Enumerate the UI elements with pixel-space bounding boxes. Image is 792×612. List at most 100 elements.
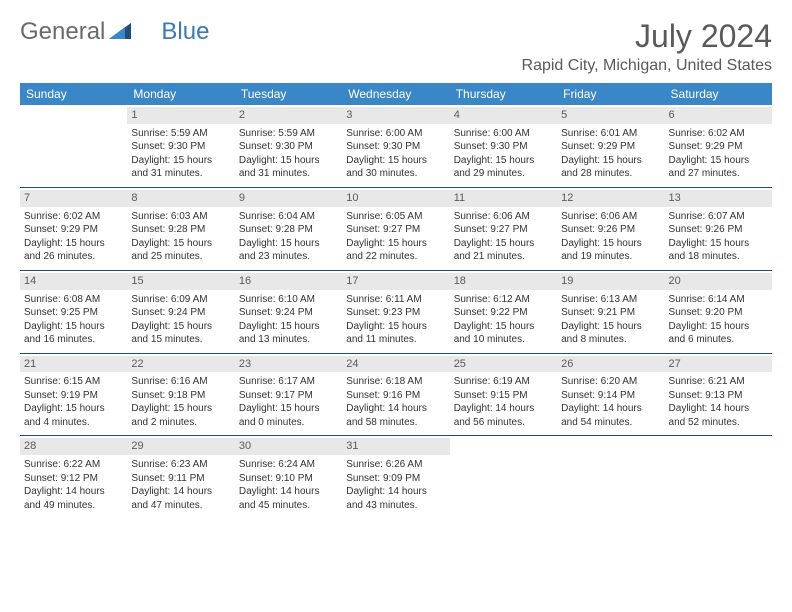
daylight-text: Daylight: 14 hours and 58 minutes. bbox=[346, 402, 445, 429]
day-cell: 14 Sunrise: 6:08 AMSunset: 9:25 PMDayligh… bbox=[20, 271, 127, 353]
day-number: 22 bbox=[127, 356, 234, 373]
day-cell: 11Sunrise: 6:06 AMSunset: 9:27 PMDayligh… bbox=[450, 188, 557, 270]
daylight-text: Daylight: 15 hours and 18 minutes. bbox=[669, 237, 768, 264]
day-number: 28 bbox=[20, 438, 127, 455]
day-cell: 8Sunrise: 6:03 AMSunset: 9:28 PMDaylight… bbox=[127, 188, 234, 270]
daylight-text: Daylight: 14 hours and 54 minutes. bbox=[561, 402, 660, 429]
daylight-text: Daylight: 15 hours and 22 minutes. bbox=[346, 237, 445, 264]
day-cell: 18Sunrise: 6:12 AMSunset: 9:22 PMDayligh… bbox=[450, 271, 557, 353]
day-info: Sunrise: 6:17 AMSunset: 9:17 PMDaylight:… bbox=[239, 375, 338, 429]
daylight-text: Daylight: 14 hours and 45 minutes. bbox=[239, 485, 338, 512]
day-info: Sunrise: 6:02 AMSunset: 9:29 PMDaylight:… bbox=[24, 210, 123, 264]
location: Rapid City, Michigan, United States bbox=[522, 57, 772, 75]
daylight-text: Daylight: 15 hours and 11 minutes. bbox=[346, 320, 445, 347]
daylight-text: Daylight: 15 hours and 23 minutes. bbox=[239, 237, 338, 264]
day-info: Sunrise: 6:24 AMSunset: 9:10 PMDaylight:… bbox=[239, 458, 338, 512]
day-number: 15 bbox=[127, 273, 234, 290]
sunset-text: Sunset: 9:24 PM bbox=[239, 306, 338, 320]
day-info: Sunrise: 6:13 AMSunset: 9:21 PMDaylight:… bbox=[561, 293, 660, 347]
sunrise-text: Sunrise: 6:03 AM bbox=[131, 210, 230, 224]
day-cell: 16 Sunrise: 6:10 AMSunset: 9:24 PMDayligh… bbox=[235, 271, 342, 353]
day-cell: 20Sunrise: 6:14 AMSunset: 9:20 PMDayligh… bbox=[665, 271, 772, 353]
day-number: 19 bbox=[557, 273, 664, 290]
day-info: Sunrise: 6:15 AMSunset: 9:19 PMDaylight:… bbox=[24, 375, 123, 429]
day-info: Sunrise: 6:21 AMSunset: 9:13 PMDaylight:… bbox=[669, 375, 768, 429]
daylight-text: Daylight: 15 hours and 4 minutes. bbox=[24, 402, 123, 429]
sunset-text: Sunset: 9:22 PM bbox=[454, 306, 553, 320]
day-info: Sunrise: 6:23 AMSunset: 9:11 PMDaylight:… bbox=[131, 458, 230, 512]
sunset-text: Sunset: 9:29 PM bbox=[669, 140, 768, 154]
daylight-text: Daylight: 15 hours and 19 minutes. bbox=[561, 237, 660, 264]
sunrise-text: Sunrise: 6:10 AM bbox=[239, 293, 338, 307]
sunset-text: Sunset: 9:09 PM bbox=[346, 472, 445, 486]
sunrise-text: Sunrise: 6:08 AM bbox=[24, 293, 123, 307]
sunset-text: Sunset: 9:18 PM bbox=[131, 389, 230, 403]
day-number: 7 bbox=[20, 190, 127, 207]
sunrise-text: Sunrise: 6:06 AM bbox=[454, 210, 553, 224]
day-number: 9 bbox=[235, 190, 342, 207]
daylight-text: Daylight: 15 hours and 0 minutes. bbox=[239, 402, 338, 429]
day-info: Sunrise: 6:08 AMSunset: 9:25 PMDaylight:… bbox=[24, 293, 123, 347]
sunrise-text: Sunrise: 6:14 AM bbox=[669, 293, 768, 307]
day-number: 16 bbox=[235, 273, 342, 290]
sunrise-text: Sunrise: 6:19 AM bbox=[454, 375, 553, 389]
weekday-header: Wednesday bbox=[342, 83, 449, 105]
day-number: 2 bbox=[235, 107, 342, 124]
day-number: 25 bbox=[450, 356, 557, 373]
day-number: 8 bbox=[127, 190, 234, 207]
daylight-text: Daylight: 14 hours and 56 minutes. bbox=[454, 402, 553, 429]
day-cell: 10Sunrise: 6:05 AMSunset: 9:27 PMDayligh… bbox=[342, 188, 449, 270]
daylight-text: Daylight: 15 hours and 10 minutes. bbox=[454, 320, 553, 347]
sunset-text: Sunset: 9:12 PM bbox=[24, 472, 123, 486]
title-block: July 2024 Rapid City, Michigan, United S… bbox=[522, 18, 772, 75]
sunrise-text: Sunrise: 6:02 AM bbox=[24, 210, 123, 224]
day-number: 12 bbox=[557, 190, 664, 207]
sunrise-text: Sunrise: 6:02 AM bbox=[669, 127, 768, 141]
day-cell: 26Sunrise: 6:20 AMSunset: 9:14 PMDayligh… bbox=[557, 354, 664, 436]
sunrise-text: Sunrise: 6:11 AM bbox=[346, 293, 445, 307]
sunset-text: Sunset: 9:25 PM bbox=[24, 306, 123, 320]
day-info: Sunrise: 6:10 AMSunset: 9:24 PMDaylight:… bbox=[239, 293, 338, 347]
week-row: 28Sunrise: 6:22 AMSunset: 9:12 PMDayligh… bbox=[20, 436, 772, 518]
sunrise-text: Sunrise: 5:59 AM bbox=[131, 127, 230, 141]
day-info: Sunrise: 6:00 AMSunset: 9:30 PMDaylight:… bbox=[346, 127, 445, 181]
sunrise-text: Sunrise: 6:16 AM bbox=[131, 375, 230, 389]
day-info: Sunrise: 6:06 AMSunset: 9:26 PMDaylight:… bbox=[561, 210, 660, 264]
day-info: Sunrise: 6:04 AMSunset: 9:28 PMDaylight:… bbox=[239, 210, 338, 264]
sunrise-text: Sunrise: 6:18 AM bbox=[346, 375, 445, 389]
day-info: Sunrise: 6:07 AMSunset: 9:26 PMDaylight:… bbox=[669, 210, 768, 264]
month-title: July 2024 bbox=[522, 18, 772, 55]
daylight-text: Daylight: 15 hours and 16 minutes. bbox=[24, 320, 123, 347]
sunset-text: Sunset: 9:19 PM bbox=[24, 389, 123, 403]
sunset-text: Sunset: 9:10 PM bbox=[239, 472, 338, 486]
sunset-text: Sunset: 9:26 PM bbox=[561, 223, 660, 237]
sunrise-text: Sunrise: 6:23 AM bbox=[131, 458, 230, 472]
day-number: 23 bbox=[235, 356, 342, 373]
weekday-header: Sunday bbox=[20, 83, 127, 105]
sunset-text: Sunset: 9:30 PM bbox=[239, 140, 338, 154]
sunset-text: Sunset: 9:27 PM bbox=[346, 223, 445, 237]
day-info: Sunrise: 6:11 AMSunset: 9:23 PMDaylight:… bbox=[346, 293, 445, 347]
day-cell: 15Sunrise: 6:09 AMSunset: 9:24 PMDayligh… bbox=[127, 271, 234, 353]
day-number: 27 bbox=[665, 356, 772, 373]
sunset-text: Sunset: 9:30 PM bbox=[131, 140, 230, 154]
day-cell bbox=[20, 105, 127, 187]
day-info: Sunrise: 6:01 AMSunset: 9:29 PMDaylight:… bbox=[561, 127, 660, 181]
sunrise-text: Sunrise: 6:09 AM bbox=[131, 293, 230, 307]
day-cell: 21Sunrise: 6:15 AMSunset: 9:19 PMDayligh… bbox=[20, 354, 127, 436]
day-cell: 7 Sunrise: 6:02 AMSunset: 9:29 PMDaylight… bbox=[20, 188, 127, 270]
day-info: Sunrise: 6:20 AMSunset: 9:14 PMDaylight:… bbox=[561, 375, 660, 429]
sunrise-text: Sunrise: 6:05 AM bbox=[346, 210, 445, 224]
day-number: 13 bbox=[665, 190, 772, 207]
day-cell: 17Sunrise: 6:11 AMSunset: 9:23 PMDayligh… bbox=[342, 271, 449, 353]
day-number: 14 bbox=[20, 273, 127, 290]
day-number: 3 bbox=[342, 107, 449, 124]
daylight-text: Daylight: 14 hours and 49 minutes. bbox=[24, 485, 123, 512]
day-info: Sunrise: 6:00 AMSunset: 9:30 PMDaylight:… bbox=[454, 127, 553, 181]
daylight-text: Daylight: 15 hours and 27 minutes. bbox=[669, 154, 768, 181]
day-cell: 4Sunrise: 6:00 AMSunset: 9:30 PMDaylight… bbox=[450, 105, 557, 187]
day-cell: 9 Sunrise: 6:04 AMSunset: 9:28 PMDaylight… bbox=[235, 188, 342, 270]
sunset-text: Sunset: 9:29 PM bbox=[24, 223, 123, 237]
day-number: 18 bbox=[450, 273, 557, 290]
daylight-text: Daylight: 15 hours and 6 minutes. bbox=[669, 320, 768, 347]
